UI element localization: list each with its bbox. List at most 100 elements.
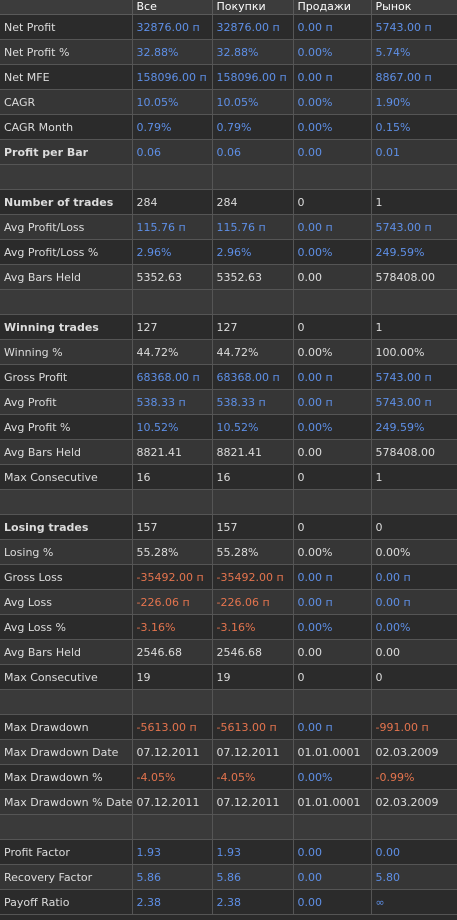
- table-row[interactable]: Net MFE 158096.00 п 158096.00 п 0.00 п 8867.…: [0, 64, 457, 90]
- value-long: 2546.68: [212, 639, 294, 665]
- empty-cell: [0, 289, 133, 315]
- metric-label: Winning trades: [0, 314, 133, 340]
- value-long: 10.52%: [212, 414, 294, 440]
- table-row[interactable]: CAGR 10.05% 10.05% 0.00% 1.90%: [0, 89, 457, 115]
- empty-cell: [212, 164, 294, 190]
- separator-row[interactable]: [0, 814, 457, 840]
- value-long: 19: [212, 664, 294, 690]
- value-long: 55.28%: [212, 539, 294, 565]
- empty-cell: [132, 289, 213, 315]
- value-short: 0: [293, 514, 372, 540]
- table-row[interactable]: Max Drawdown % Date 07.12.2011 07.12.2011 0…: [0, 789, 457, 815]
- value-long: 5.86: [212, 864, 294, 890]
- table-row[interactable]: Avg Bars Held 2546.68 2546.68 0.00 0.00: [0, 639, 457, 665]
- value-long: 32876.00 п: [212, 14, 294, 40]
- table-row[interactable]: Avg Bars Held 5352.63 5352.63 0.00 578408.00: [0, 264, 457, 290]
- value-all: 538.33 п: [132, 389, 213, 415]
- table-row[interactable]: Max Drawdown Date 07.12.2011 07.12.2011 01.…: [0, 739, 457, 765]
- empty-cell: [212, 814, 294, 840]
- separator-row[interactable]: [0, 489, 457, 515]
- value-market: 5743.00 п: [371, 364, 457, 390]
- table-row[interactable]: Avg Profit % 10.52% 10.52% 0.00% 249.59%: [0, 414, 457, 440]
- table-row[interactable]: Max Consecutive 19 19 0 0: [0, 664, 457, 690]
- table-row[interactable]: CAGR Month 0.79% 0.79% 0.00% 0.15%: [0, 114, 457, 140]
- metric-label: Net Profit %: [0, 39, 133, 65]
- header-all[interactable]: Все: [132, 0, 213, 15]
- value-long: 127: [212, 314, 294, 340]
- table-row[interactable]: Avg Loss % -3.16% -3.16% 0.00% 0.00%: [0, 614, 457, 640]
- value-all: 158096.00 п: [132, 64, 213, 90]
- value-all: 10.52%: [132, 414, 213, 440]
- metric-label: CAGR: [0, 89, 133, 115]
- empty-cell: [212, 489, 294, 515]
- empty-cell: [371, 164, 457, 190]
- value-market: 0.00 п: [371, 589, 457, 615]
- value-all: 284: [132, 189, 213, 215]
- value-short: 0.00 п: [293, 64, 372, 90]
- metric-label: Max Drawdown: [0, 714, 133, 740]
- table-row[interactable]: Winning trades 127 127 0 1: [0, 314, 457, 340]
- value-short: 0.00%: [293, 614, 372, 640]
- separator-row[interactable]: [0, 164, 457, 190]
- value-long: -3.16%: [212, 614, 294, 640]
- value-market: 0.00: [371, 839, 457, 865]
- table-row[interactable]: Avg Loss -226.06 п -226.06 п 0.00 п 0.00 п: [0, 589, 457, 615]
- table-row[interactable]: Gross Profit 68368.00 п 68368.00 п 0.00 п 57…: [0, 364, 457, 390]
- value-market: 5743.00 п: [371, 389, 457, 415]
- value-all: 0.79%: [132, 114, 213, 140]
- metric-label: Avg Bars Held: [0, 639, 133, 665]
- value-market: 0.01: [371, 139, 457, 165]
- value-long: 8821.41: [212, 439, 294, 465]
- metric-label: Gross Loss: [0, 564, 133, 590]
- value-market: 100.00%: [371, 339, 457, 365]
- table-row[interactable]: Avg Profit/Loss % 2.96% 2.96% 0.00% 249.59%: [0, 239, 457, 265]
- header-market[interactable]: Рынок: [371, 0, 457, 15]
- metric-label: Max Consecutive: [0, 664, 133, 690]
- metric-label: Profit per Bar: [0, 139, 133, 165]
- empty-cell: [371, 689, 457, 715]
- empty-cell: [0, 689, 133, 715]
- empty-cell: [293, 289, 372, 315]
- value-short: 0.00: [293, 264, 372, 290]
- value-market: 0.00%: [371, 614, 457, 640]
- table-row[interactable]: Losing trades 157 157 0 0: [0, 514, 457, 540]
- table-row[interactable]: Gross Loss -35492.00 п -35492.00 п 0.00 п 0.…: [0, 564, 457, 590]
- table-row[interactable]: Net Profit 32876.00 п 32876.00 п 0.00 п 5743…: [0, 14, 457, 40]
- table-row[interactable]: Profit Factor 1.93 1.93 0.00 0.00: [0, 839, 457, 865]
- table-row[interactable]: Number of trades 284 284 0 1: [0, 189, 457, 215]
- separator-row[interactable]: [0, 689, 457, 715]
- table-row[interactable]: Recovery Factor 5.86 5.86 0.00 5.80: [0, 864, 457, 890]
- value-short: 0.00%: [293, 414, 372, 440]
- table-row[interactable]: Avg Profit/Loss 115.76 п 115.76 п 0.00 п 574…: [0, 214, 457, 240]
- table-row[interactable]: Winning % 44.72% 44.72% 0.00% 100.00%: [0, 339, 457, 365]
- table-row[interactable]: Payoff Ratio 2.38 2.38 0.00 ∞: [0, 889, 457, 915]
- table-row[interactable]: Max Drawdown % -4.05% -4.05% 0.00% -0.99%: [0, 764, 457, 790]
- table-row[interactable]: Max Drawdown -5613.00 п -5613.00 п 0.00 п -9…: [0, 714, 457, 740]
- value-short: 01.01.0001: [293, 739, 372, 765]
- metric-label: Winning %: [0, 339, 133, 365]
- header-long[interactable]: Покупки: [212, 0, 294, 15]
- table-row[interactable]: Max Consecutive 16 16 0 1: [0, 464, 457, 490]
- empty-cell: [132, 689, 213, 715]
- empty-cell: [0, 164, 133, 190]
- value-short: 0.00 п: [293, 389, 372, 415]
- value-all: 157: [132, 514, 213, 540]
- value-long: 2.38: [212, 889, 294, 915]
- empty-cell: [132, 164, 213, 190]
- table-row[interactable]: Profit per Bar 0.06 0.06 0.00 0.01: [0, 139, 457, 165]
- separator-row[interactable]: [0, 289, 457, 315]
- table-row[interactable]: Avg Profit 538.33 п 538.33 п 0.00 п 5743.00 …: [0, 389, 457, 415]
- value-short: 0.00 п: [293, 14, 372, 40]
- value-all: -3.16%: [132, 614, 213, 640]
- metric-label: Avg Profit %: [0, 414, 133, 440]
- table-row[interactable]: Net Profit % 32.88% 32.88% 0.00% 5.74%: [0, 39, 457, 65]
- value-long: 68368.00 п: [212, 364, 294, 390]
- header-metric[interactable]: [0, 0, 133, 15]
- empty-cell: [293, 689, 372, 715]
- value-market: 8867.00 п: [371, 64, 457, 90]
- value-all: 1.93: [132, 839, 213, 865]
- header-short[interactable]: Продажи: [293, 0, 372, 15]
- table-row[interactable]: Losing % 55.28% 55.28% 0.00% 0.00%: [0, 539, 457, 565]
- table-row[interactable]: Avg Bars Held 8821.41 8821.41 0.00 578408.00: [0, 439, 457, 465]
- value-short: 0.00 п: [293, 714, 372, 740]
